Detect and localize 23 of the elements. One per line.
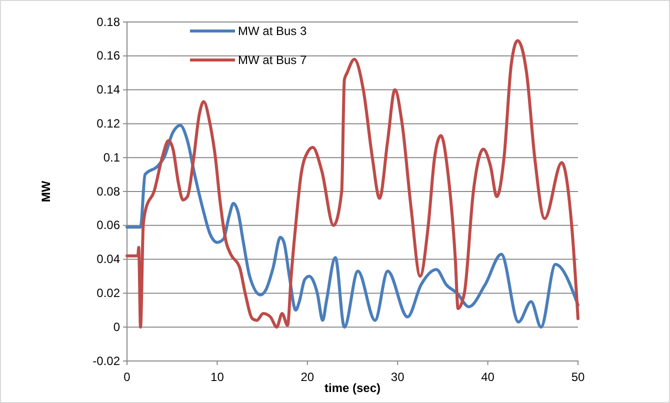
y-tick-label: 0.1 xyxy=(103,150,120,164)
y-tick-label: -0.02 xyxy=(92,354,120,368)
x-tick-label: 20 xyxy=(300,370,314,384)
legend-label: MW at Bus 7 xyxy=(238,53,308,67)
y-tick-label: 0.14 xyxy=(96,82,120,97)
line-series xyxy=(126,124,580,329)
line-series xyxy=(126,39,580,329)
y-tick-label: 0.12 xyxy=(96,116,120,131)
y-axis-title: MW xyxy=(39,180,53,202)
x-tick-label: 10 xyxy=(210,370,224,384)
y-tick-label: 0.04 xyxy=(96,252,120,266)
legend-label: MW at Bus 3 xyxy=(238,24,308,38)
x-tick-label: 50 xyxy=(571,370,585,384)
y-tick-label: 0.06 xyxy=(96,218,120,232)
y-tick-label: 0.02 xyxy=(96,286,120,300)
y-tick-label: 0.18 xyxy=(96,14,120,29)
y-tick-label: 0.08 xyxy=(96,184,120,198)
x-tick-label: 30 xyxy=(390,370,405,384)
x-tick-label: 40 xyxy=(481,370,495,384)
y-tick-label: 0 xyxy=(113,320,120,334)
x-axis-title: time (sec) xyxy=(324,381,381,395)
x-tick-label: 0 xyxy=(124,370,131,384)
y-tick-label: 0.16 xyxy=(96,48,120,63)
